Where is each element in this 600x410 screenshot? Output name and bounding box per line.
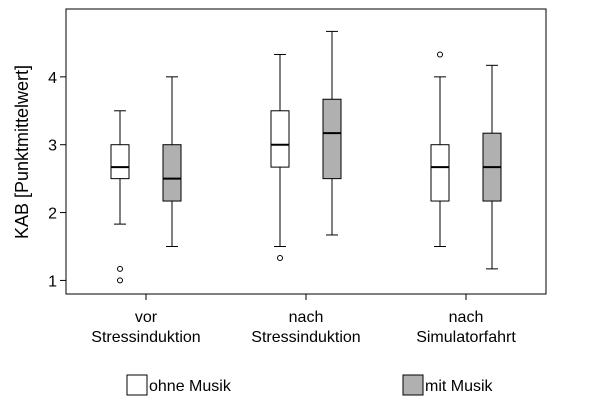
box-ohne-musik [270,53,290,262]
x-category-label-line1: vor [135,309,158,326]
x-category-label-line2: Stressinduktion [91,329,200,346]
y-tick-label: 2 [48,206,57,223]
x-category-label-line2: Simulatorfahrt [416,329,516,346]
y-tick-label: 4 [48,70,57,87]
box-iqr [270,110,290,168]
outlier-point [277,255,283,262]
y-tick-label: 3 [48,138,57,155]
box-iqr [430,144,450,202]
box-ohne-musik [110,110,130,284]
legend-label-ohne-musik: ohne Musik [149,378,232,395]
legend-label-mit-musik: mit Musik [425,378,494,395]
x-category-label-line1: nach [449,309,484,326]
y-tick-label: 1 [48,273,57,290]
x-category-label-line1: nach [289,309,324,326]
legend-swatch-ohne-musik [126,374,148,396]
box-ohne-musik [430,51,450,247]
box-mit-musik [322,30,342,236]
y-axis-label: KAB [Punktmittelwert] [12,65,32,239]
outlier-point [437,51,443,58]
legend: ohne Musik mit Musik [126,374,494,396]
box-iqr [110,144,130,180]
outlier-point [117,277,123,284]
outlier-point [117,265,123,272]
x-axis: vor Stressinduktion nach Stressinduktion nac… [91,294,516,346]
legend-swatch-mit-musik [402,374,424,396]
y-axis: 1 2 3 4 [48,70,66,290]
plot-frame [65,8,547,295]
box-iqr [322,98,342,180]
box-mit-musik [162,76,182,247]
x-category-label-line2: Stressinduktion [251,329,360,346]
box-iqr [162,144,182,202]
box-mit-musik [482,64,502,270]
boxes-layer [110,30,502,284]
